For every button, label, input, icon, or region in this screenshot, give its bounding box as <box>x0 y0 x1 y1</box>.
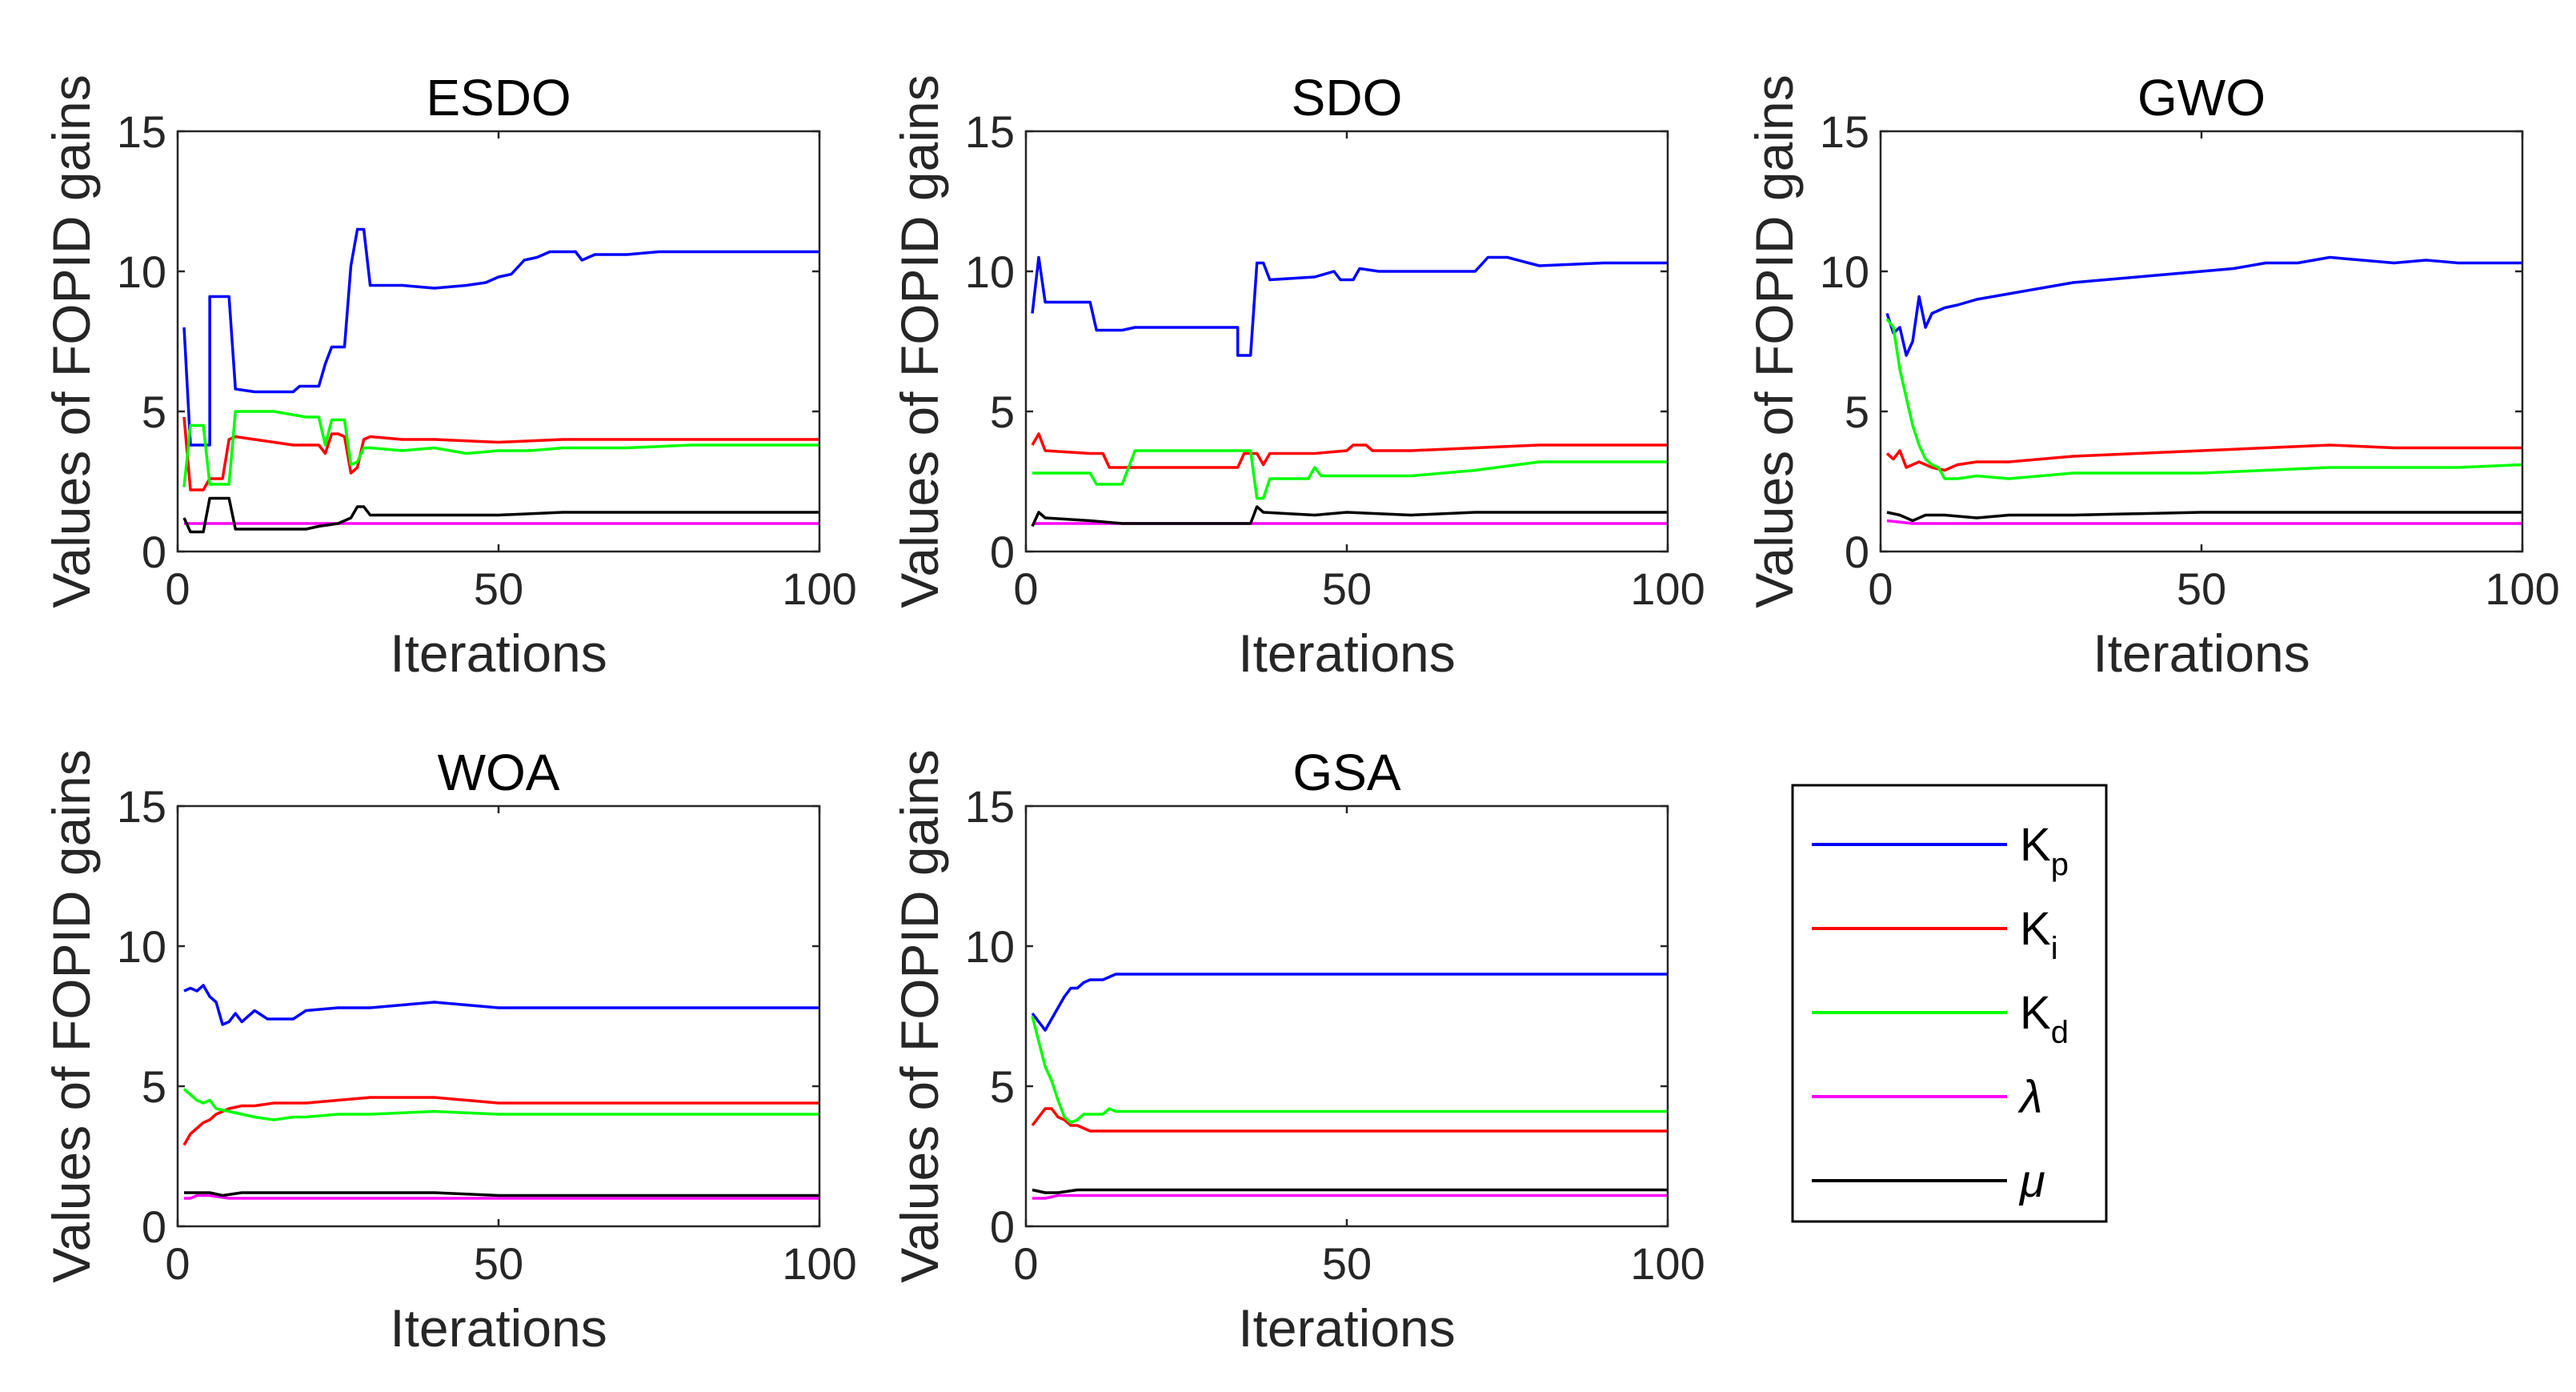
x-axis-label: Iterations <box>390 1298 607 1358</box>
series-line-ki <box>1885 443 2522 472</box>
x-tick-label: 100 <box>2485 564 2559 614</box>
y-tick-label: 10 <box>117 247 166 297</box>
series-line-lambda <box>1032 1193 1668 1200</box>
x-tick-label: 0 <box>1013 1238 1038 1289</box>
legend-subscript: i <box>2051 931 2058 966</box>
series-line-kd <box>1885 318 2522 480</box>
chart-esdo: 0 50 100 0 5 10 15 ESDO Iterations Values of FOPI… <box>42 69 857 683</box>
x-tick-label: 0 <box>165 1238 190 1289</box>
series-line-ki <box>182 1096 819 1146</box>
y-tick-label: 5 <box>1845 387 1869 437</box>
x-axis-label: Iterations <box>390 624 607 683</box>
x-tick-label: 0 <box>1868 564 1893 614</box>
y-tick-label: 15 <box>117 106 166 157</box>
legend-label: λ <box>2017 1071 2043 1123</box>
x-tick-label: 50 <box>1322 564 1372 614</box>
x-axis-label: Iterations <box>1238 1298 1455 1358</box>
series-line-kp <box>182 227 819 447</box>
y-axis-label: Values of FOPID gains <box>42 74 101 608</box>
y-tick-label: 15 <box>965 106 1015 157</box>
y-tick-label: 0 <box>1845 527 1869 577</box>
series-line-lambda <box>1886 519 2522 525</box>
legend-item-lambda: λ <box>1812 1071 2043 1123</box>
y-tick-label: 15 <box>117 781 166 832</box>
chart-gwo: 0 50 100 0 5 10 15 GWO Iterations Values of FOPID… <box>1745 69 2560 683</box>
y-tick-label: 0 <box>990 1201 1015 1252</box>
y-tick-label: 5 <box>142 1061 166 1112</box>
chart-sdo: 0 50 100 0 5 10 15 SDO Iterations Values of FOPID… <box>890 69 1705 683</box>
chart-title: GSA <box>1292 744 1400 801</box>
series-line-mu <box>1032 1188 1668 1194</box>
series-line-kd <box>1031 1016 1668 1125</box>
y-tick-label: 15 <box>1820 106 1869 157</box>
x-tick-label: 50 <box>474 1238 523 1289</box>
y-axis-label: Values of FOPID gains <box>890 749 949 1282</box>
y-tick-label: 10 <box>965 921 1015 972</box>
chart-gsa: 0 50 100 0 5 10 15 GSA Iterations Values of FOPID… <box>890 744 1705 1358</box>
series-group <box>1885 255 2522 525</box>
y-tick-label: 5 <box>142 387 166 437</box>
y-tick-label: 5 <box>990 387 1015 437</box>
series-line-kd <box>1032 449 1668 500</box>
x-axis-label: Iterations <box>1238 624 1455 683</box>
series-line-mu <box>184 1191 819 1197</box>
legend-label: μ <box>2018 1155 2045 1207</box>
y-axis-label: Values of FOPID gains <box>1745 74 1804 608</box>
y-tick-label: 0 <box>142 1201 166 1252</box>
x-tick-label: 100 <box>782 1238 856 1289</box>
chart-title: GWO <box>2137 69 2266 126</box>
chart-woa: 0 50 100 0 5 10 15 WOA Iterations Values of FOPID… <box>42 744 857 1358</box>
y-tick-label: 5 <box>990 1061 1015 1112</box>
x-tick-label: 100 <box>1630 564 1705 614</box>
series-line-ki <box>1031 432 1668 469</box>
chart-title: WOA <box>438 744 560 801</box>
series-line-kd <box>182 1088 819 1121</box>
chart-title: SDO <box>1292 69 1403 126</box>
legend-item-mu: μ <box>1812 1155 2045 1207</box>
series-group <box>1031 973 1668 1200</box>
series-line-mu <box>1031 505 1668 528</box>
y-axis-label: Values of FOPID gains <box>890 74 949 608</box>
series-group <box>1031 255 1668 528</box>
x-axis-label: Iterations <box>2093 624 2310 683</box>
series-line-lambda <box>184 1193 819 1200</box>
y-tick-label: 10 <box>1820 247 1869 297</box>
series-line-kp <box>1885 255 2522 357</box>
y-tick-label: 10 <box>117 921 166 972</box>
x-tick-label: 50 <box>2177 564 2226 614</box>
series-line-ki <box>182 416 819 491</box>
series-line-kp <box>1031 973 1668 1032</box>
x-tick-label: 100 <box>782 564 856 614</box>
series-line-mu <box>1886 511 2522 523</box>
y-tick-label: 15 <box>965 781 1015 832</box>
series-line-kp <box>183 984 819 1026</box>
series-line-mu <box>182 496 819 534</box>
chart-title: ESDO <box>426 69 571 126</box>
x-tick-label: 100 <box>1630 1238 1705 1289</box>
legend-subscript: d <box>2051 1015 2069 1050</box>
y-tick-label: 10 <box>965 247 1015 297</box>
y-axis-label: Values of FOPID gains <box>42 749 101 1282</box>
legend-subscript: p <box>2051 847 2069 882</box>
y-tick-label: 0 <box>142 527 166 577</box>
x-tick-label: 0 <box>165 564 190 614</box>
series-line-ki <box>1031 1107 1668 1133</box>
series-line-kp <box>1031 255 1668 357</box>
y-tick-label: 0 <box>990 527 1015 577</box>
series-group <box>182 227 819 534</box>
series-group <box>182 984 819 1200</box>
x-tick-label: 0 <box>1013 564 1038 614</box>
series-line-kd <box>182 410 819 487</box>
x-tick-label: 50 <box>1322 1238 1372 1289</box>
x-tick-label: 50 <box>474 564 523 614</box>
legend-box <box>1791 784 2108 1223</box>
